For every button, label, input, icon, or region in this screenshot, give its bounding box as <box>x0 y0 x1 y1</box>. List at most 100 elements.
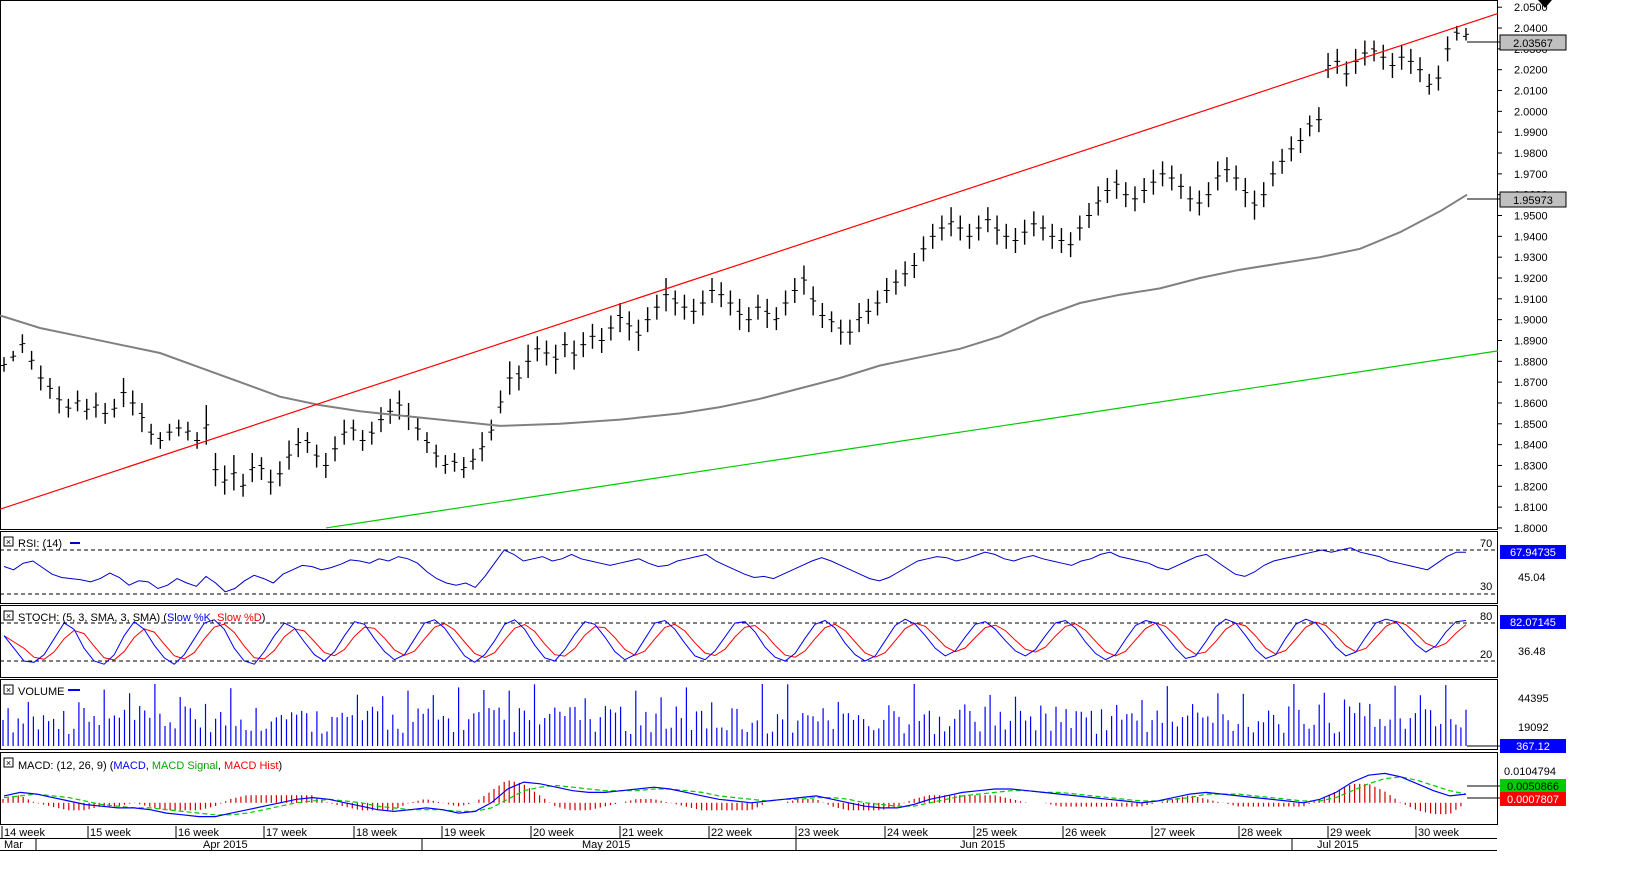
week-label: 22 week <box>711 827 752 839</box>
week-label: 25 week <box>976 827 1017 839</box>
price-tick-label: 1.9400 <box>1514 231 1548 243</box>
week-label: 30 week <box>1418 827 1459 839</box>
macd-title: MACD: (12, 26, 9) (MACD, MACD Signal, MA… <box>18 760 282 772</box>
week-label: 28 week <box>1241 827 1282 839</box>
stoch-close-icon[interactable] <box>3 610 14 621</box>
month-label: Mar <box>4 839 23 851</box>
rsi-mid-label: 45.04 <box>1518 572 1546 584</box>
ma-value-box <box>1499 191 1567 208</box>
price-axis: 2.05002.04002.03002.02002.01002.00001.99… <box>1497 2 1548 535</box>
price-tick-label: 1.8800 <box>1514 356 1548 368</box>
week-label: 27 week <box>1154 827 1195 839</box>
last-price-box <box>1499 34 1567 51</box>
week-label: 24 week <box>887 827 928 839</box>
rsi-line <box>3 547 1466 593</box>
stoch-pane-frame <box>0 605 1498 678</box>
rsi-level-30-label: 30 <box>1480 581 1492 593</box>
volume-pane-frame <box>0 679 1498 750</box>
price-tick-label: 2.0000 <box>1514 106 1548 118</box>
macd-signal-value: 0.0050866 <box>1507 781 1559 793</box>
stoch-mid-label: 36.48 <box>1518 646 1546 658</box>
moving-average-line <box>0 193 1468 427</box>
stoch-d-line <box>3 620 1467 661</box>
rsi-pane-frame <box>0 531 1498 604</box>
month-label: Jun 2015 <box>960 839 1005 851</box>
macd-signal-line <box>3 776 1467 816</box>
month-label: May 2015 <box>582 839 630 851</box>
stoch-level-80-label: 80 <box>1480 611 1492 623</box>
week-label: 20 week <box>533 827 574 839</box>
volume-pane: × VOLUME 44395 19092 367.12 <box>0 679 1566 753</box>
stoch-title: STOCH: (5, 3, SMA, 3, SMA) (Slow %K, Slo… <box>18 612 265 624</box>
stoch-close-glyph: × <box>6 611 11 621</box>
week-label: 18 week <box>356 827 397 839</box>
price-tick-label: 2.0400 <box>1514 23 1548 35</box>
rsi-pane: × RSI: (14) 70 30 45.04 67.94735 <box>0 531 1566 604</box>
time-axis: 14 week 15 week 16 week 17 week 18 week 19 we… <box>0 826 1497 851</box>
price-pane-frame <box>0 0 1498 530</box>
price-tick-label: 1.8000 <box>1514 523 1548 535</box>
week-label: 15 week <box>90 827 131 839</box>
price-tick-label: 1.8200 <box>1514 481 1548 493</box>
lower-trend-channel <box>325 350 1499 529</box>
ma-value-label: 1.95973 <box>1513 195 1553 207</box>
rsi-value-box <box>1500 545 1566 559</box>
macd-hist-value: 0.0007807 <box>1507 794 1559 806</box>
price-tick-label: 1.8100 <box>1514 502 1548 514</box>
volume-tick-1: 44395 <box>1518 693 1549 705</box>
stoch-value: 82.07145 <box>1510 617 1556 629</box>
week-label: 23 week <box>798 827 839 839</box>
price-tick-label: 2.0100 <box>1514 86 1548 98</box>
week-label: 26 week <box>1065 827 1106 839</box>
price-tick-label: 1.8300 <box>1514 460 1548 472</box>
scroll-marker-icon[interactable] <box>1538 0 1552 8</box>
price-tick-label: 1.8500 <box>1514 419 1548 431</box>
rsi-close-glyph: × <box>6 537 11 547</box>
stoch-value-box <box>1500 615 1566 629</box>
price-tick-label: 1.9700 <box>1514 169 1548 181</box>
macd-pane: × MACD: (12, 26, 9) (MACD, MACD Signal, … <box>0 752 1566 825</box>
macd-tick-1: 0.0104794 <box>1504 766 1556 778</box>
price-tick-label: 1.9100 <box>1514 294 1548 306</box>
rsi-close-icon[interactable] <box>3 536 14 547</box>
week-label: 17 week <box>266 827 307 839</box>
rsi-value: 67.94735 <box>1510 547 1556 559</box>
volume-close-glyph: × <box>6 685 11 695</box>
price-tick-label: 2.0200 <box>1514 65 1548 77</box>
price-tick-label: 1.9900 <box>1514 127 1548 139</box>
macd-close-glyph: × <box>6 758 11 768</box>
week-label: 29 week <box>1330 827 1371 839</box>
rsi-title: RSI: (14) <box>18 538 62 550</box>
price-bars <box>1 25 1469 497</box>
volume-title: VOLUME <box>18 686 64 698</box>
volume-value-box <box>1500 739 1566 753</box>
price-tick-label: 1.9300 <box>1514 252 1548 264</box>
month-label: Apr 2015 <box>203 839 248 851</box>
macd-close-icon[interactable] <box>3 757 14 768</box>
price-tick-label: 1.8400 <box>1514 440 1548 452</box>
stoch-level-20-label: 20 <box>1480 649 1492 661</box>
price-tick-label: 1.9500 <box>1514 211 1548 223</box>
price-pane: 2.05002.04002.03002.02002.01002.00001.99… <box>0 0 1567 535</box>
price-tick-label: 1.9200 <box>1514 273 1548 285</box>
price-tick-label: 1.8700 <box>1514 377 1548 389</box>
stoch-pane: × STOCH: (5, 3, SMA, 3, SMA) (Slow %K, S… <box>0 605 1566 678</box>
week-label: 14 week <box>4 827 45 839</box>
macd-hist-box <box>1500 792 1566 806</box>
volume-tick-2: 19092 <box>1518 722 1549 734</box>
week-label: 19 week <box>444 827 485 839</box>
volume-bars <box>2 684 1467 746</box>
price-tick-label: 2.0500 <box>1514 2 1548 14</box>
macd-pane-frame <box>0 752 1498 825</box>
month-label: Jul 2015 <box>1317 839 1359 851</box>
week-label: 16 week <box>178 827 219 839</box>
volume-close-icon[interactable] <box>3 684 14 695</box>
volume-value: 367.12 <box>1516 741 1550 753</box>
macd-signal-box <box>1500 779 1566 793</box>
price-tick-label: 1.8600 <box>1514 398 1548 410</box>
last-price-label: 2.03567 <box>1513 38 1553 50</box>
week-label: 21 week <box>622 827 663 839</box>
week-labels: 14 week 15 week 16 week 17 week 18 week 19 we… <box>1 826 1459 839</box>
price-tick-label: 1.8900 <box>1514 335 1548 347</box>
